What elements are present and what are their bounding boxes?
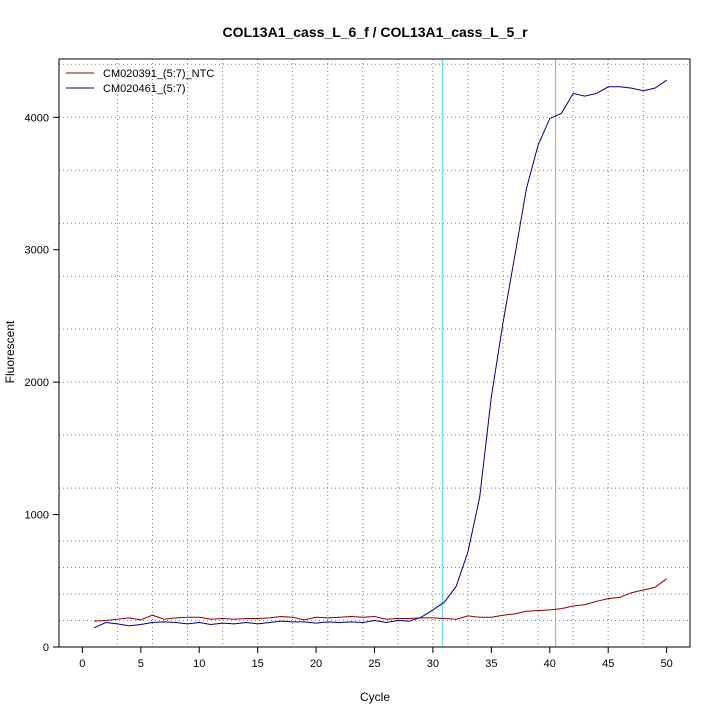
x-tick-label: 30 <box>427 658 439 670</box>
x-tick-label: 0 <box>79 658 85 670</box>
x-tick-label: 40 <box>544 658 556 670</box>
y-tick-label: 3000 <box>25 245 49 257</box>
x-axis-label: Cycle <box>360 690 390 704</box>
x-tick-label: 50 <box>661 658 673 670</box>
series-layer <box>93 79 667 629</box>
x-tick-label: 15 <box>252 658 264 670</box>
y-tick-label: 4000 <box>25 112 49 124</box>
y-tick-label: 2000 <box>25 377 49 389</box>
reference-lines <box>59 59 690 648</box>
series-line-1 <box>94 578 667 622</box>
x-tick-label: 5 <box>138 658 144 670</box>
grid <box>59 59 690 647</box>
plot-frame <box>58 58 691 648</box>
x-tick-label: 10 <box>193 658 205 670</box>
y-tick-label: 1000 <box>25 510 49 522</box>
legend-label-1: CM020391_(5:7)_NTC <box>103 68 214 80</box>
x-tick-label: 25 <box>368 658 380 670</box>
legend-label-2: CM020461_(5:7) <box>103 83 186 95</box>
series-line-2 <box>93 79 667 629</box>
y-axis: 0 1000 2000 3000 4000 <box>25 112 59 654</box>
chart-title: COL13A1_cass_L_6_f / COL13A1_cass_L_5_r <box>222 24 528 40</box>
x-tick-label: 35 <box>485 658 497 670</box>
legend: CM020391_(5:7)_NTC CM020461_(5:7) <box>66 68 214 95</box>
y-axis-label: Fluorescent <box>3 320 17 383</box>
y-tick-label: 0 <box>43 642 49 654</box>
x-tick-label: 20 <box>310 658 322 670</box>
x-axis: 0 5 10 15 20 25 30 35 40 45 50 <box>79 647 673 670</box>
x-tick-label: 45 <box>602 658 614 670</box>
